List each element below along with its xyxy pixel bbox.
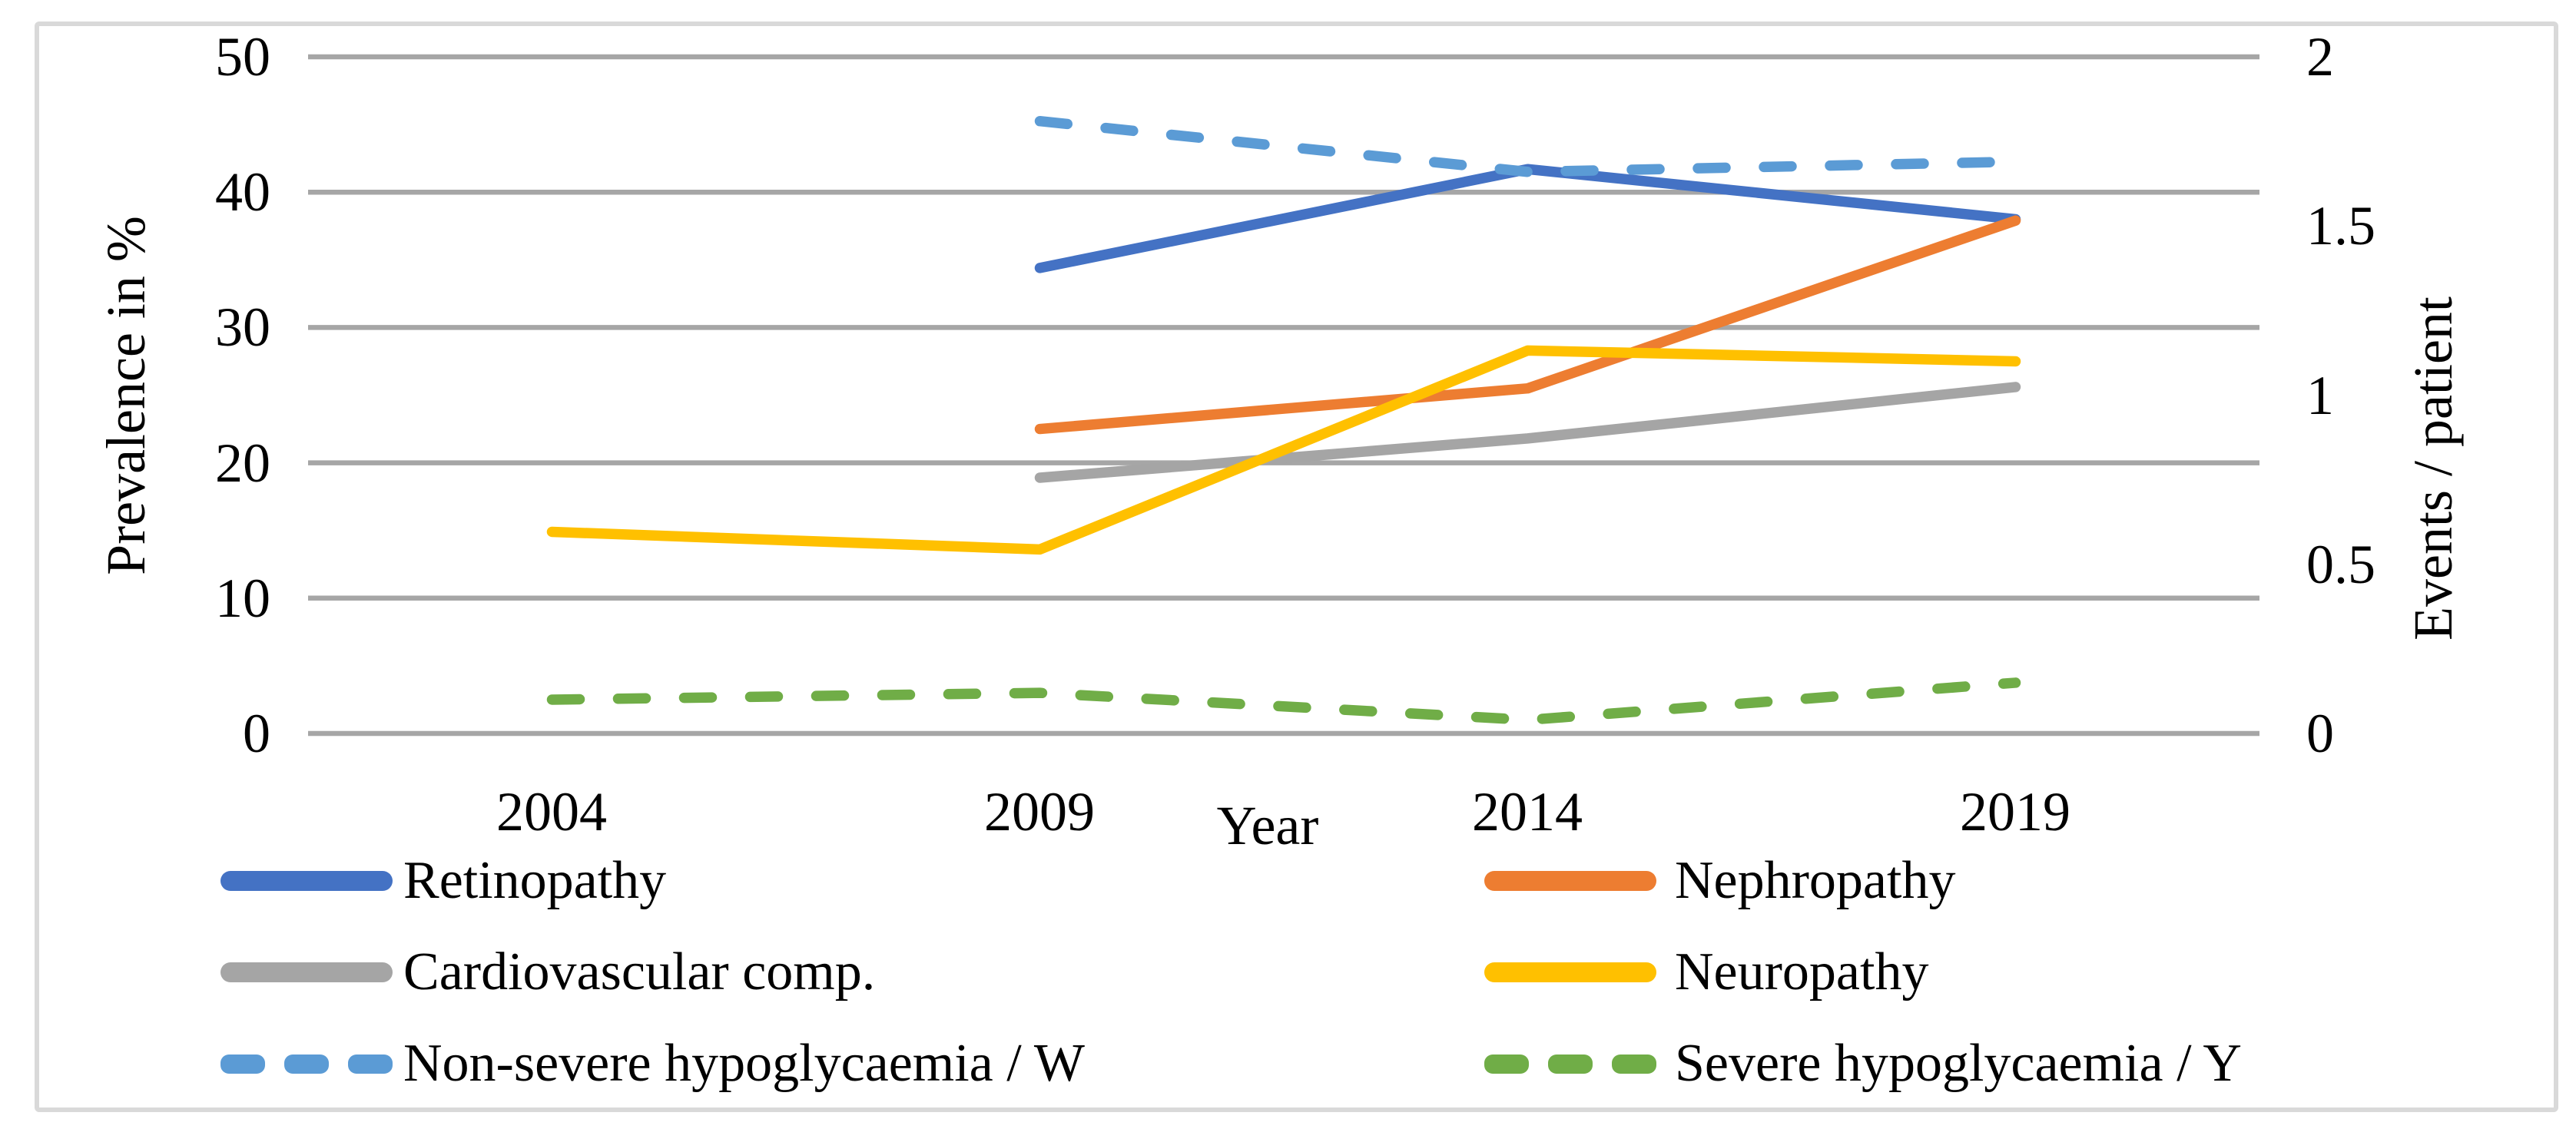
x-axis-title: Year	[1216, 795, 1319, 856]
x-tick-2014: 2014	[1472, 781, 1583, 843]
right-tick-0-5: 0.5	[2306, 534, 2375, 595]
left-tick-20: 20	[215, 432, 270, 494]
legend-swatch-severe-hypoglycaemia	[1484, 1054, 1656, 1074]
legend-label-neuropathy: Neuropathy	[1675, 942, 1929, 1002]
right-tick-0: 0	[2306, 703, 2334, 764]
right-tick-2: 2	[2306, 26, 2334, 88]
right-tick-1-5: 1.5	[2306, 195, 2375, 257]
series-line-cardiovascular-comp-	[1034, 382, 2021, 483]
series-line-nephropathy	[1034, 215, 2021, 435]
right-axis-title: Events / patient	[2402, 296, 2464, 641]
legend-swatch-nephropathy	[1484, 871, 1656, 891]
x-tick-2009: 2009	[984, 781, 1095, 843]
x-tick-2019: 2019	[1960, 781, 2070, 843]
right-tick-1: 1	[2306, 365, 2334, 426]
left-tick-50: 50	[215, 26, 270, 88]
legend-swatch-cardiovascular	[220, 962, 393, 982]
legend-swatch-non-severe-hypoglycaemia	[220, 1054, 393, 1074]
legend-label-cardiovascular: Cardiovascular comp.	[403, 942, 876, 1002]
figure-border	[35, 22, 2558, 1112]
left-tick-30: 30	[215, 296, 270, 358]
series-line-non-severe-hypoglycaemia-w	[1034, 115, 2021, 177]
series-line-severe-hypoglycaemia-y	[546, 677, 2021, 726]
series-line-retinopathy	[1034, 164, 2021, 273]
left-tick-0: 0	[243, 703, 270, 764]
legend-swatch-neuropathy	[1484, 962, 1656, 982]
left-tick-10: 10	[215, 568, 270, 629]
legend-label-severe-hypoglycaemia: Severe hypoglycaemia / Y	[1675, 1034, 2242, 1093]
left-axis-title: Prevalence in %	[95, 216, 157, 575]
legend-label-nephropathy: Nephropathy	[1675, 851, 1956, 910]
series-line-neuropathy	[546, 345, 2021, 555]
legend-swatch-retinopathy	[220, 871, 393, 891]
legend-label-retinopathy: Retinopathy	[403, 851, 667, 910]
legend-label-non-severe-hypoglycaemia: Non-severe hypoglycaemia / W	[403, 1034, 1085, 1093]
left-tick-40: 40	[215, 161, 270, 223]
x-tick-2004: 2004	[496, 781, 607, 843]
